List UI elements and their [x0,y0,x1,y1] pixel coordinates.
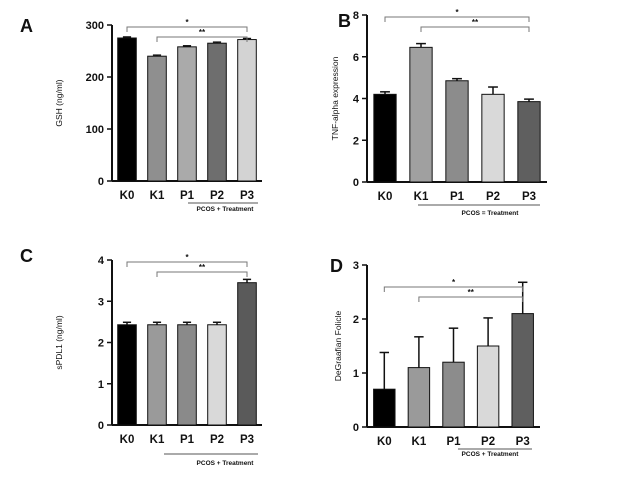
group-label: PCOS + Treatment [197,206,255,213]
significance-bracket [383,286,524,292]
significance-label: ** [468,288,475,297]
y-tick-label: 3 [353,260,359,272]
y-tick-label: 200 [86,72,104,84]
panel-c: C 0 1 2 3 4 sPDL1 (ng/ml) K0 K1 P1 P2 P3 PCOS + Trea… [20,246,262,467]
category-label: P2 [481,436,495,448]
y-tick-label: 3 [98,296,104,308]
category-label: K1 [412,436,427,448]
y-tick-label: 8 [353,10,359,22]
y-tick-label: 0 [98,420,104,432]
panel-letter: C [20,246,33,266]
bar-k0 [117,37,137,182]
significance-label: ** [472,18,479,27]
category-label: P3 [240,434,254,446]
y-tick-label: 100 [86,124,104,136]
bar-k0 [117,324,137,426]
category-label: K0 [120,434,135,446]
significance-label: ** [199,263,206,272]
bar-k1 [409,46,433,183]
category-label: P2 [210,434,224,446]
bar-p3 [237,39,257,182]
y-tick-label: 2 [353,135,359,147]
significance-label: * [185,18,189,27]
y-tick-label: 0 [353,422,359,434]
category-label: P1 [180,190,195,202]
y-tick-label: 6 [353,52,359,64]
y-tick-label: 0 [98,176,104,188]
y-axis-label: GSH (ng/ml) [54,79,64,126]
bar-p1 [177,324,197,426]
category-label: P3 [240,190,254,202]
bar-p3 [517,101,541,183]
category-label: P2 [210,190,224,202]
y-axis-label: TNF-alpha expression [330,56,340,140]
category-label: K1 [414,191,429,203]
category-label: K0 [120,190,135,202]
bar-p1 [445,80,469,183]
bar-p2 [481,93,505,183]
y-tick-label: 1 [353,368,359,380]
y-tick-label: 2 [98,338,104,350]
category-label: K1 [150,434,165,446]
category-label: P2 [486,191,500,203]
category-label: P3 [522,191,536,203]
significance-bracket [420,26,530,32]
y-tick-label: 2 [353,314,359,326]
category-label: K0 [378,191,393,203]
panel-letter: D [330,256,343,276]
y-tick-label: 0 [353,177,359,189]
bar-p1 [442,361,465,428]
bar-k1 [147,324,167,426]
category-label: P1 [450,191,465,203]
panel-letter: B [338,11,351,31]
significance-bracket [126,261,248,267]
category-label: P3 [516,436,530,448]
bar-p3 [511,313,534,428]
group-label: PCOS + Treatment [197,460,255,467]
group-label: PCOS + Treatment [462,451,520,458]
category-label: P1 [180,434,195,446]
significance-bracket [156,36,248,42]
bar-p2 [476,345,500,428]
y-axis-label: sPDL1 (ng/ml) [54,315,64,369]
significance-bracket [418,296,524,302]
bar-p2 [207,324,227,426]
y-tick-label: 4 [98,255,105,267]
significance-bracket [156,271,248,277]
group-label: PCOS = Treatment [462,210,520,217]
panel-a: A 0 100 200 300 GSH (ng/ml) K0 K1 P1 P2 P3 PCOS + T… [20,16,262,213]
y-axis-label: DeGraafian Folicle [333,311,343,382]
y-tick-label: 1 [98,379,104,391]
y-tick-label: 4 [353,94,360,106]
significance-label: * [452,278,456,287]
panel-d: D 0 1 2 3 DeGraafian Folicle K0 K1 P1 P2 P3 PCOS + … [330,256,540,458]
bar-k0 [373,93,397,183]
significance-label: * [185,253,189,262]
category-label: P1 [446,436,461,448]
bar-p3 [237,282,257,426]
bar-p2 [207,42,227,182]
category-label: K1 [150,190,165,202]
significance-bracket [126,26,248,32]
significance-bracket [384,16,530,22]
bar-p1 [177,46,197,182]
panel-b: B 0 2 4 6 8 TNF-alpha expression K0 K1 P1 P2 P3PCOS… [330,8,547,217]
significance-label: ** [199,28,206,37]
bar-k1 [147,55,167,182]
bar-k0 [373,388,396,428]
significance-label: * [455,8,459,17]
panel-letter: A [20,16,33,36]
y-tick-label: 300 [86,20,104,32]
bar-k1 [407,367,431,428]
category-label: K0 [377,436,392,448]
